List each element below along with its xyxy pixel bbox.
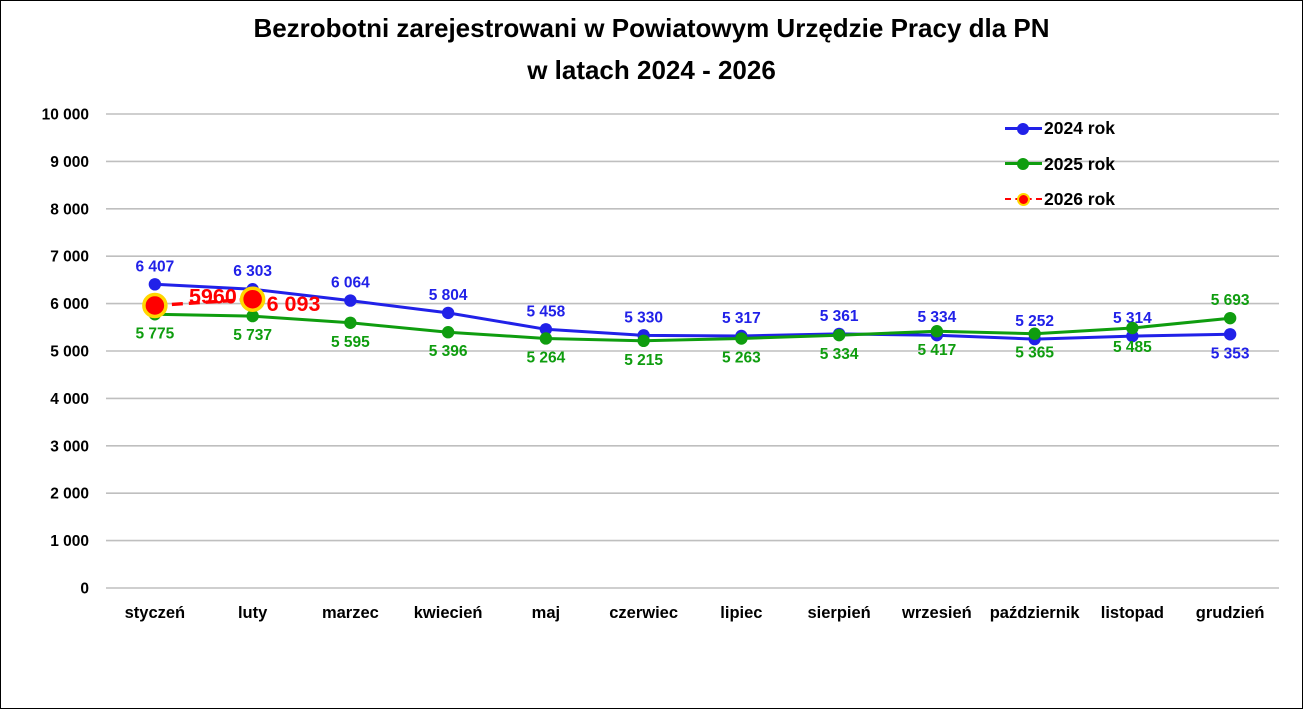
x-tick-label: styczeń bbox=[125, 604, 186, 622]
data-label: 5 458 bbox=[526, 303, 565, 320]
legend-swatch-2025-icon bbox=[1005, 156, 1042, 172]
data-label: 5 334 bbox=[820, 346, 859, 363]
data-label: 5 485 bbox=[1113, 339, 1152, 356]
legend-label-2026: 2026 rok bbox=[1044, 189, 1116, 210]
chart-title: Bezrobotni zarejestrowani w Powiatowym U… bbox=[1, 7, 1302, 91]
y-tick-label: 5 000 bbox=[50, 344, 89, 361]
y-tick-label: 4 000 bbox=[50, 391, 89, 408]
data-label: 5 365 bbox=[1015, 345, 1054, 362]
legend-swatch-2024-icon bbox=[1005, 121, 1042, 137]
legend-marker-icon bbox=[1017, 192, 1030, 206]
data-label: 5 804 bbox=[429, 287, 468, 304]
data-point bbox=[239, 286, 266, 312]
x-tick-label: luty bbox=[238, 604, 268, 622]
y-tick-label: 3 000 bbox=[50, 438, 89, 455]
data-label: 5 264 bbox=[526, 349, 565, 366]
data-label: 5 361 bbox=[820, 308, 859, 325]
data-label: 6 407 bbox=[135, 258, 174, 275]
data-label: 5 317 bbox=[722, 310, 761, 327]
data-point bbox=[637, 334, 650, 348]
data-point bbox=[735, 332, 748, 345]
data-label: 6 064 bbox=[331, 275, 370, 292]
data-point bbox=[930, 325, 944, 338]
y-tick-label: 2 000 bbox=[50, 486, 89, 503]
legend-item-2026: 2026 rok bbox=[1005, 182, 1115, 218]
x-tick-label: sierpień bbox=[807, 604, 870, 622]
chart-legend: 2024 rok 2025 rok 2026 rok bbox=[1005, 111, 1115, 218]
x-tick-label: lipiec bbox=[720, 604, 762, 622]
data-point bbox=[539, 332, 553, 345]
legend-label-2025: 2025 rok bbox=[1044, 153, 1116, 174]
legend-item-2024: 2024 rok bbox=[1005, 111, 1115, 147]
y-tick-label: 9 000 bbox=[50, 154, 89, 171]
y-tick-label: 6 000 bbox=[50, 296, 89, 313]
data-point bbox=[246, 309, 259, 323]
series-points-2026-rok: 5960 6 093 bbox=[142, 284, 321, 319]
data-label: 5 334 bbox=[917, 309, 956, 326]
legend-item-2025: 2025 rok bbox=[1005, 147, 1115, 183]
x-tick-label: maj bbox=[532, 604, 560, 622]
chart-title-line2: w latach 2024 - 2026 bbox=[527, 55, 776, 85]
data-label: 5960 bbox=[189, 284, 237, 308]
data-point bbox=[1126, 321, 1139, 335]
data-label: 5 693 bbox=[1211, 292, 1250, 309]
legend-label-2024: 2024 rok bbox=[1044, 118, 1116, 139]
y-tick-label: 10 000 bbox=[42, 107, 89, 124]
data-point bbox=[344, 294, 357, 307]
x-tick-label: wrzesień bbox=[901, 604, 972, 622]
data-label: 5 417 bbox=[917, 342, 956, 359]
x-tick-label: październik bbox=[990, 604, 1081, 622]
x-tick-label: grudzień bbox=[1196, 604, 1265, 622]
legend-swatch-2026-icon bbox=[1005, 192, 1042, 208]
data-label: 5 252 bbox=[1015, 313, 1054, 330]
data-label: 5 215 bbox=[624, 352, 663, 369]
data-label: 5 595 bbox=[331, 334, 370, 351]
data-label: 5 737 bbox=[233, 327, 272, 344]
x-tick-label: marzec bbox=[322, 604, 379, 622]
data-label: 5 775 bbox=[135, 325, 174, 342]
data-label: 5 330 bbox=[624, 309, 663, 326]
y-tick-label: 8 000 bbox=[50, 201, 89, 218]
data-label: 5 353 bbox=[1211, 345, 1250, 362]
series-line-2025-rok bbox=[154, 312, 1231, 343]
gridlines-group bbox=[106, 113, 1279, 589]
data-point bbox=[148, 278, 162, 291]
data-point bbox=[441, 326, 455, 339]
data-point bbox=[441, 306, 455, 320]
x-tick-label: listopad bbox=[1101, 604, 1164, 622]
data-label: 6 303 bbox=[233, 263, 272, 280]
series-points-2025-rok: 5 775 5 737 5 595 5 396 5 264 5 215 5 263 5 334… bbox=[135, 292, 1249, 369]
legend-marker-icon bbox=[1017, 158, 1029, 171]
data-point bbox=[1223, 311, 1237, 325]
data-point bbox=[832, 328, 846, 342]
data-point bbox=[344, 316, 357, 329]
data-point bbox=[142, 292, 168, 319]
y-axis-labels-group: 0 1 000 2 000 3 000 4 000 5 000 6 000 7 000 8 00… bbox=[42, 107, 89, 598]
data-label: 5 396 bbox=[429, 343, 468, 360]
data-label: 5 263 bbox=[722, 350, 761, 367]
data-label: 6 093 bbox=[267, 292, 321, 316]
series-group bbox=[154, 282, 1231, 343]
x-tick-label: kwiecień bbox=[414, 604, 483, 622]
y-tick-label: 1 000 bbox=[50, 533, 89, 550]
data-point bbox=[1028, 327, 1041, 340]
chart-title-line1: Bezrobotni zarejestrowani w Powiatowym U… bbox=[253, 13, 1050, 43]
y-tick-label: 0 bbox=[80, 581, 89, 598]
y-tick-label: 7 000 bbox=[50, 249, 89, 266]
data-point bbox=[1223, 328, 1237, 341]
x-axis-labels-group: styczeń luty marzec kwiecień maj czerwiec lipi… bbox=[125, 604, 1265, 622]
data-label: 5 314 bbox=[1113, 310, 1152, 327]
x-tick-label: czerwiec bbox=[609, 604, 678, 622]
data-point bbox=[539, 323, 553, 336]
series-line-2024-rok bbox=[154, 282, 1231, 341]
legend-marker-icon bbox=[1017, 122, 1029, 135]
